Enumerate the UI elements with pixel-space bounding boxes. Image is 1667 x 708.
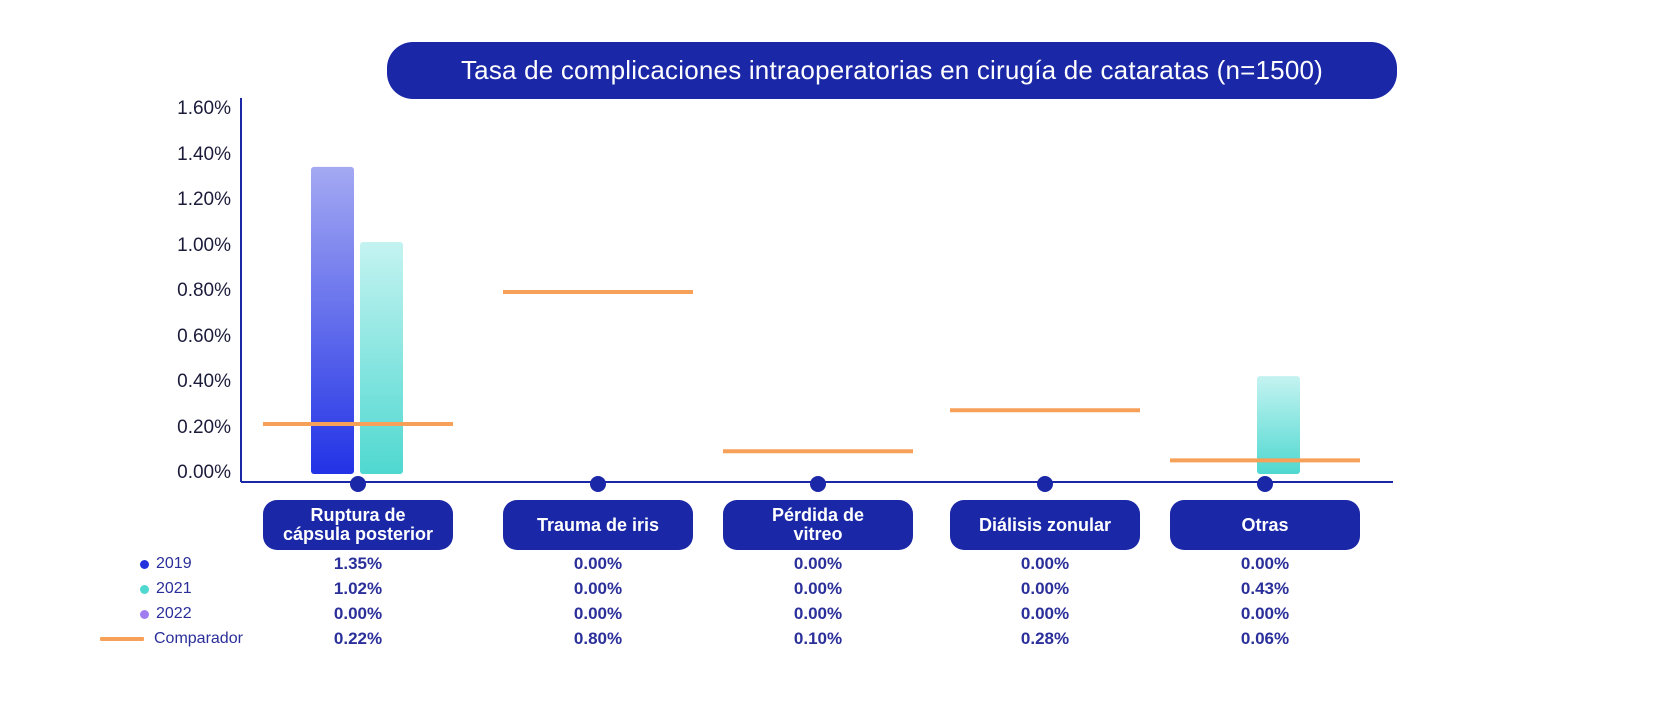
category-dot xyxy=(590,476,606,492)
category-dot xyxy=(810,476,826,492)
data-label: 0.00% xyxy=(573,554,623,573)
y-tick-label: 0.40% xyxy=(177,371,231,392)
data-label: 1.35% xyxy=(333,554,383,573)
category-dot xyxy=(1037,476,1053,492)
bar-2021 xyxy=(1257,376,1300,474)
legend-item: 2021 xyxy=(100,578,192,600)
data-label: 0.00% xyxy=(1240,604,1290,623)
category-dot xyxy=(1257,476,1273,492)
category-label: Trauma de iris xyxy=(503,500,693,550)
legend-dot-marker xyxy=(140,609,149,619)
data-label: 0.00% xyxy=(1020,604,1070,623)
legend-label: 2019 xyxy=(156,555,192,572)
chart-title: Tasa de complicaciones intraoperatorias … xyxy=(387,42,1397,99)
bar-2021 xyxy=(360,241,403,474)
data-label: 0.00% xyxy=(573,604,623,623)
y-tick-label: 0.60% xyxy=(177,325,231,347)
category-dot xyxy=(350,476,366,492)
y-tick-label: 1.20% xyxy=(177,189,231,210)
y-tick-label: 1.00% xyxy=(177,234,231,256)
legend-label: 2021 xyxy=(156,580,192,597)
data-label: 0.28% xyxy=(1020,629,1070,648)
category-label: Ruptura de cápsula posterior xyxy=(263,500,453,550)
data-label: 0.00% xyxy=(793,579,843,598)
y-tick-label: 1.40% xyxy=(177,143,231,165)
legend-item: Comparador xyxy=(100,628,243,650)
data-label: 0.22% xyxy=(333,629,383,648)
data-label: 0.00% xyxy=(1020,579,1070,598)
legend-label: 2022 xyxy=(156,605,192,622)
legend-line-marker xyxy=(100,637,144,641)
data-label: 0.10% xyxy=(793,629,843,648)
data-label: 0.00% xyxy=(793,604,843,623)
data-label: 0.06% xyxy=(1240,629,1290,648)
y-tick-label: 1.60% xyxy=(177,98,231,119)
data-label: 0.00% xyxy=(333,604,383,623)
y-tick-label: 0.00% xyxy=(177,462,231,483)
y-tick-label: 0.20% xyxy=(177,416,231,438)
data-label: 0.43% xyxy=(1240,579,1290,598)
category-label: Otras xyxy=(1170,500,1360,550)
data-label: 0.80% xyxy=(573,629,623,648)
data-label: 0.00% xyxy=(793,554,843,573)
data-label: 0.00% xyxy=(1020,554,1070,573)
data-label: 1.02% xyxy=(333,579,383,598)
legend-dot-marker xyxy=(140,559,149,569)
y-tick-label: 0.80% xyxy=(177,280,231,301)
legend-dot-marker xyxy=(140,584,149,594)
category-label: Diálisis zonular xyxy=(950,500,1140,550)
legend-item: 2019 xyxy=(100,553,192,575)
legend-item: 2022 xyxy=(100,603,192,625)
data-label: 0.00% xyxy=(573,579,623,598)
legend-label: Comparador xyxy=(154,630,243,647)
category-label: Pérdida de vitreo xyxy=(723,500,913,550)
bar-2019 xyxy=(311,166,354,474)
data-label: 0.00% xyxy=(1240,554,1290,573)
